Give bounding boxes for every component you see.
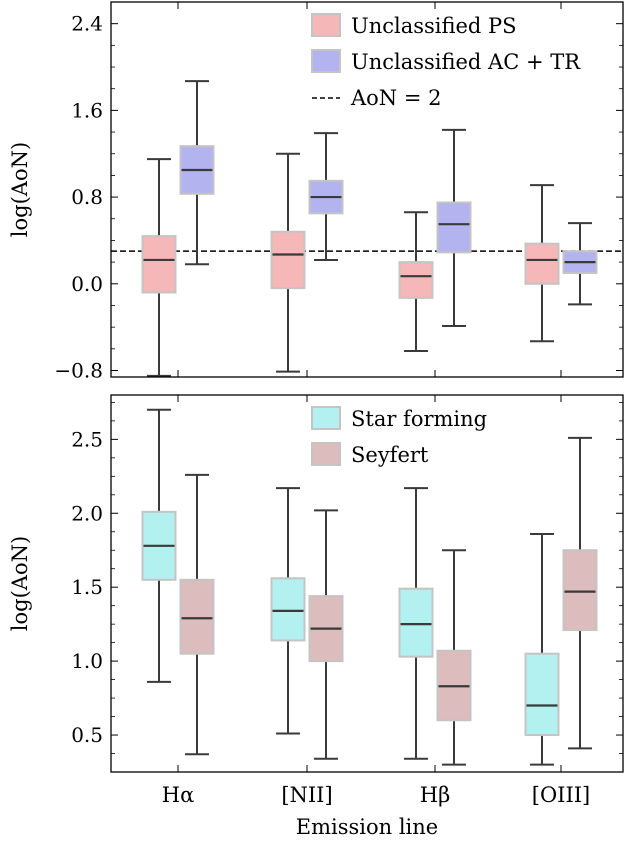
- xtick-label: Hα: [162, 783, 195, 807]
- box-unclassified-ac-tr-4: [562, 222, 598, 306]
- box-star-forming-1: [141, 408, 177, 683]
- box-seyfert-2: [308, 509, 344, 760]
- box-star-forming-2: [270, 487, 306, 735]
- ytick-label: 1.0: [71, 649, 103, 673]
- legend: Star forming Seyfert: [311, 406, 487, 467]
- plot-frame: [110, 1, 624, 378]
- xtick-label: Hβ: [420, 783, 450, 807]
- xtick-label: [NII]: [281, 783, 332, 807]
- box-seyfert-1: [179, 473, 215, 756]
- box-star-forming-3: [398, 487, 434, 760]
- box-unclassified-ac-tr-2: [308, 132, 344, 261]
- plot-frame: [110, 394, 624, 773]
- box-star-forming-4: [524, 532, 560, 766]
- box-seyfert-3: [436, 549, 472, 766]
- legend-swatch: [311, 442, 341, 466]
- legend-swatch: [311, 406, 341, 430]
- box-unclassified-ps-2: [270, 152, 306, 373]
- box-unclassified-ac-tr-3: [436, 128, 472, 328]
- ytick-label: 2.5: [71, 427, 103, 451]
- box-iqr: [436, 201, 472, 254]
- x-axis-label: Emission line: [296, 815, 438, 839]
- legend-label: Unclassified AC + TR: [351, 50, 581, 74]
- xtick-label: [OIII]: [532, 783, 591, 807]
- box-iqr: [562, 549, 598, 632]
- box-iqr: [179, 578, 215, 655]
- box-iqr: [270, 230, 306, 290]
- box-iqr: [141, 235, 177, 294]
- y-axis-label: log(AoN): [8, 536, 32, 631]
- legend-label: Star forming: [351, 407, 487, 431]
- ytick-label: 2.4: [71, 12, 103, 36]
- ytick-label: 1.6: [71, 98, 103, 122]
- ytick-label: 0.0: [71, 272, 103, 296]
- box-iqr: [398, 261, 434, 299]
- legend-label: AoN = 2: [350, 86, 442, 110]
- ytick-label: 2.0: [71, 501, 103, 525]
- legend-swatch: [311, 13, 341, 37]
- box-iqr: [524, 652, 560, 737]
- ytick-label: −0.8: [54, 358, 103, 382]
- box-iqr: [398, 587, 434, 658]
- box-unclassified-ps-3: [398, 211, 434, 352]
- legend-swatch: [311, 49, 341, 73]
- y-axis-label: log(AoN): [8, 142, 32, 237]
- ytick-label: 0.5: [71, 723, 103, 747]
- box-unclassified-ps-4: [524, 184, 560, 343]
- ytick-label: 1.5: [71, 575, 103, 599]
- box-iqr: [270, 577, 306, 642]
- box-unclassified-ac-tr-1: [179, 80, 215, 266]
- legend: Unclassified PS Unclassified AC + TR AoN =…: [311, 13, 581, 110]
- box-unclassified-ps-1: [141, 158, 177, 377]
- box-iqr: [524, 242, 560, 285]
- box-seyfert-4: [562, 436, 598, 750]
- legend-label: Unclassified PS: [351, 14, 517, 38]
- legend-label: Seyfert: [351, 443, 429, 467]
- ytick-label: 0.8: [71, 185, 103, 209]
- chart-panel-2: 0.5 1.0 1.5 2.0 2.5 Hα [NII] Hβ [OIII] log(AoN) Em…: [8, 394, 624, 839]
